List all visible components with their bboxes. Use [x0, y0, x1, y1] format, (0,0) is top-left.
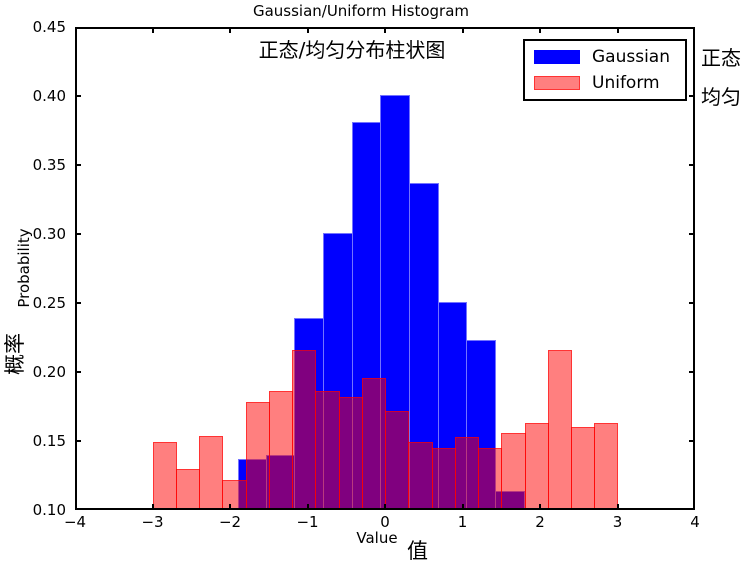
legend-label-uniform: Uniform [592, 73, 660, 93]
tick-mark [539, 27, 541, 33]
uniform-bar [315, 391, 340, 510]
tick-mark [539, 504, 541, 510]
tick-mark [75, 233, 81, 235]
tick-mark [689, 164, 695, 166]
uniform-bar [338, 396, 363, 510]
x-tick-label: −2 [218, 513, 242, 531]
x-axis-label-cn: 值 [407, 539, 428, 562]
tick-mark [689, 440, 695, 442]
tick-mark [75, 371, 81, 373]
uniform-bar [385, 410, 410, 510]
uniform-bar [245, 402, 270, 510]
uniform-bar [152, 442, 177, 510]
uniform-bar [501, 432, 526, 510]
uniform-bar [361, 377, 387, 510]
tick-mark [616, 504, 619, 510]
tick-mark [75, 164, 81, 166]
tick-mark [384, 504, 386, 510]
y-tick-label: 0.35 [32, 156, 66, 174]
tick-mark [689, 233, 695, 235]
x-tick-label: 0 [380, 513, 390, 531]
tick-mark [689, 508, 695, 510]
tick-mark [461, 27, 464, 33]
y-tick-label: 0.25 [32, 294, 66, 312]
uniform-bar [524, 423, 549, 510]
y-tick-label: 0.30 [32, 225, 66, 243]
tick-mark [229, 27, 231, 33]
tick-mark [229, 504, 231, 510]
tick-mark [689, 95, 695, 97]
tick-mark [384, 27, 386, 33]
legend-item-gaussian: Gaussian [534, 47, 685, 67]
uniform-swatch [534, 76, 580, 90]
uniform-bar [594, 423, 619, 510]
uniform-bar [292, 349, 317, 510]
right-annotation-uniform-cn: 均匀 [701, 85, 741, 109]
x-tick-label: 3 [612, 513, 623, 531]
y-tick-label: 0.45 [32, 18, 66, 36]
plot-area: 正态/均匀分布柱状图 [75, 27, 695, 510]
tick-mark [306, 504, 309, 510]
uniform-bar [431, 447, 456, 510]
chart-title: Gaussian/Uniform Histogram [252, 2, 470, 20]
right-annotation-gaussian-cn: 正态 [701, 46, 741, 70]
x-tick-label: −3 [141, 513, 164, 531]
tick-mark [616, 27, 619, 33]
tick-mark [689, 27, 695, 29]
uniform-bar [199, 435, 224, 510]
y-tick-label: 0.15 [32, 432, 66, 450]
uniform-bar [408, 442, 433, 510]
uniform-bar [268, 391, 294, 510]
uniform-bar [478, 447, 503, 510]
y-tick-label: 0.10 [32, 501, 66, 519]
x-tick-label: 2 [535, 513, 545, 531]
tick-mark [75, 95, 81, 97]
x-tick-label: −1 [296, 513, 319, 531]
x-tick-label: 1 [457, 513, 468, 531]
x-tick-label: 4 [690, 513, 700, 531]
tick-mark [461, 504, 464, 510]
y-tick-label: 0.20 [32, 363, 66, 381]
uniform-bar [454, 436, 479, 510]
uniform-bar [175, 468, 200, 510]
legend-label-gaussian: Gaussian [592, 47, 670, 67]
chart-subtitle-cn: 正态/均匀分布柱状图 [258, 38, 446, 62]
tick-mark [75, 27, 81, 29]
tick-mark [306, 27, 309, 33]
x-axis-label: Value [356, 529, 398, 547]
tick-mark [689, 302, 695, 304]
tick-mark [689, 371, 695, 373]
legend-item-uniform: Uniform [534, 73, 685, 93]
tick-mark [151, 504, 154, 510]
uniform-bar [547, 349, 572, 510]
legend: Gaussian Uniform [523, 39, 687, 101]
y-tick-label: 0.40 [32, 87, 66, 105]
gaussian-swatch [534, 50, 580, 64]
uniform-bar [222, 479, 247, 510]
x-tick-label: −4 [63, 513, 87, 531]
tick-mark [75, 508, 81, 510]
tick-mark [151, 27, 154, 33]
uniform-bar [571, 427, 596, 510]
tick-mark [75, 440, 81, 442]
tick-mark [75, 302, 81, 304]
